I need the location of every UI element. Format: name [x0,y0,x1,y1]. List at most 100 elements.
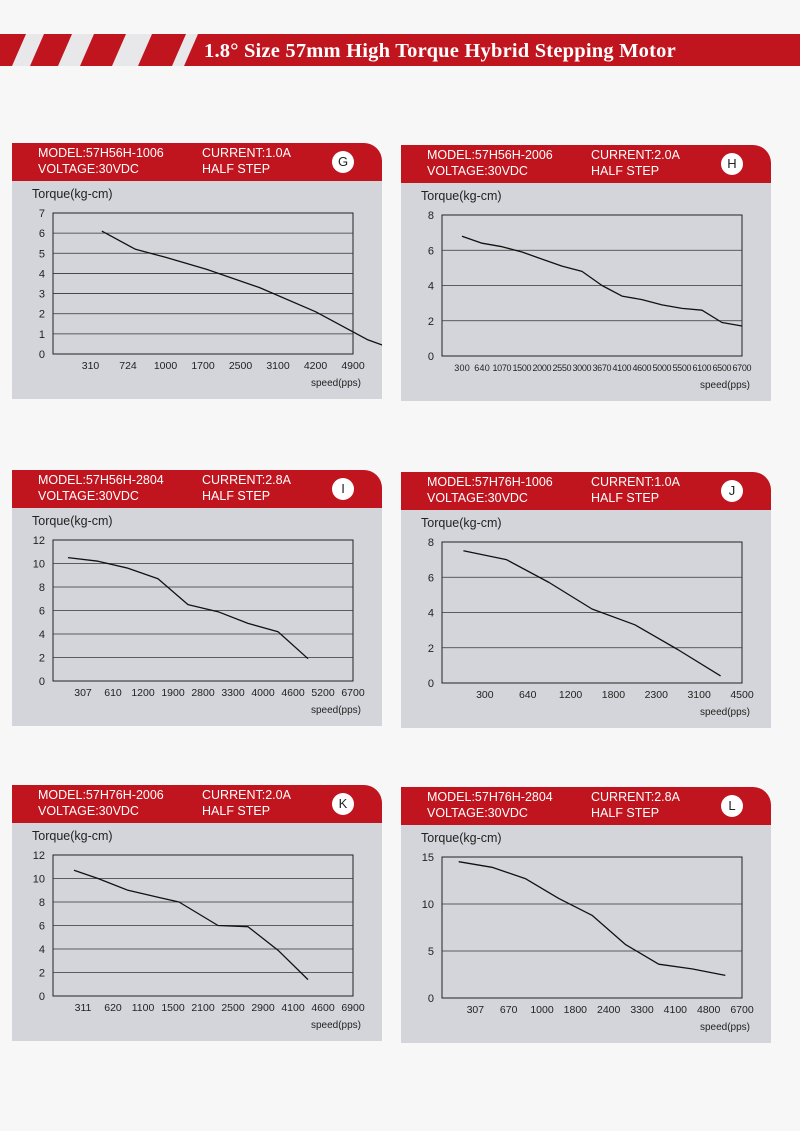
chart-header: MODEL:57H56H-2804 CURRENT:2.8A VOLTAGE:30V… [12,470,382,508]
torque-speed-chart: Torque(kg-cm) 0 2 4 6 8 10 12 307 610 1200 1900 2800… [32,514,365,716]
x-tick-label: 1000 [154,360,178,372]
y-tick-label: 10 [33,874,45,886]
y-tick-label: 0 [39,991,45,1003]
model-label: MODEL:57H56H-1006 [38,146,164,160]
x-tick-label: 1500 [513,363,532,373]
x-tick-label: 724 [119,360,137,372]
x-tick-label: 6700 [341,687,365,699]
x-axis-label: speed(pps) [311,378,361,389]
x-axis-label: speed(pps) [700,1022,750,1033]
x-tick-label: 4100 [664,1004,688,1016]
voltage-label: VOLTAGE:30VDC [427,491,528,505]
y-tick-label: 10 [33,559,45,571]
x-tick-label: 2100 [191,1002,215,1014]
plot-frame [52,212,354,355]
x-tick-label: 1000 [530,1004,554,1016]
x-tick-label: 4800 [697,1004,721,1016]
x-tick-label: 620 [104,1002,122,1014]
x-tick-label: 4600 [633,363,652,373]
torque-curve [461,235,743,327]
torque-curve [67,556,309,660]
chart-panel: MODEL:57H76H-2006 CURRENT:2.0A VOLTAGE:30V… [12,785,384,1041]
x-axis-label: speed(pps) [700,707,750,718]
x-tick-label: 1500 [161,1002,185,1014]
torque-curve [73,869,309,981]
model-label: MODEL:57H76H-1006 [427,475,553,489]
y-tick-label: 4 [39,629,45,641]
chart-panel: MODEL:57H76H-2804 CURRENT:2.8A VOLTAGE:30V… [401,787,773,1043]
x-tick-label: 3000 [573,363,592,373]
y-axis-label: Torque(kg-cm) [421,831,502,845]
y-tick-label: 6 [428,245,434,257]
torque-curve [458,861,726,977]
chart-panel: MODEL:57H56H-2804 CURRENT:2.8A VOLTAGE:30V… [12,470,384,726]
title-banner: 1.8° Size 57mm High Torque Hybrid Steppi… [0,34,800,66]
chart-header: MODEL:57H56H-2006 CURRENT:2.0A VOLTAGE:30V… [401,145,771,183]
x-axis-label: speed(pps) [311,705,361,716]
torque-speed-chart: Torque(kg-cm) 0 1 2 3 4 5 6 7 310 724 1000 1700 2500 3… [32,187,382,389]
chart-background [401,825,771,1043]
current-label: CURRENT:1.0A [591,475,680,489]
x-tick-label: 1100 [132,1002,155,1014]
y-axis-label: Torque(kg-cm) [32,514,113,528]
step-mode-label: HALF STEP [202,804,271,818]
model-label: MODEL:57H76H-2804 [427,790,553,804]
step-mode-label: HALF STEP [202,489,271,503]
chart-background [12,508,382,726]
x-tick-label: 640 [474,363,490,373]
x-tick-label: 2900 [251,1002,275,1014]
current-label: CURRENT:2.0A [591,148,680,162]
y-tick-label: 8 [39,582,45,594]
x-axis-label: speed(pps) [311,1020,361,1031]
torque-curve [101,230,382,346]
x-tick-label: 311 [75,1002,92,1014]
y-tick-label: 0 [39,349,45,361]
y-tick-label: 2 [428,643,434,655]
y-tick-label: 12 [33,535,45,547]
chart-header: MODEL:57H76H-2006 CURRENT:2.0A VOLTAGE:30V… [12,785,382,823]
y-tick-label: 5 [39,248,45,260]
y-tick-label: 6 [39,228,45,240]
x-tick-label: 4100 [613,363,632,373]
y-tick-label: 6 [39,921,45,933]
x-tick-label: 1070 [493,363,512,373]
chart-id-badge: G [332,151,354,173]
x-tick-label: 307 [467,1004,485,1016]
x-tick-label: 640 [519,689,537,701]
chart-panel: MODEL:57H76H-1006 CURRENT:1.0A VOLTAGE:30V… [401,472,773,728]
x-tick-label: 3670 [593,363,612,373]
torque-speed-chart: Torque(kg-cm) 0 5 10 15 307 670 1000 1800 2400 330… [421,831,754,1033]
x-tick-label: 1200 [131,687,155,699]
chart-background [401,183,771,401]
y-tick-label: 2 [39,309,45,321]
y-axis-label: Torque(kg-cm) [421,189,502,203]
chart-id-badge: J [721,480,743,502]
x-tick-label: 300 [476,689,494,701]
x-tick-label: 4000 [251,687,275,699]
x-tick-label: 5000 [653,363,672,373]
x-tick-label: 307 [74,687,92,699]
y-axis-label: Torque(kg-cm) [32,187,113,201]
y-tick-label: 4 [428,608,434,620]
voltage-label: VOLTAGE:30VDC [38,489,139,503]
chart-id-badge: L [721,795,743,817]
step-mode-label: HALF STEP [202,162,271,176]
y-tick-label: 2 [39,653,45,665]
x-tick-label: 4200 [304,360,328,372]
x-tick-label: 2550 [553,363,572,373]
y-tick-label: 1 [39,329,45,341]
x-axis-label: speed(pps) [700,380,750,391]
x-tick-label: 1200 [559,689,583,701]
y-tick-label: 5 [428,946,434,958]
y-tick-label: 6 [428,572,434,584]
chart-panel: MODEL:57H56H-1006 CURRENT:1.0A VOLTAGE:30V… [12,143,384,399]
current-label: CURRENT:2.8A [591,790,680,804]
page-title: 1.8° Size 57mm High Torque Hybrid Steppi… [204,40,676,62]
y-tick-label: 7 [39,208,45,220]
chart-header: MODEL:57H56H-1006 CURRENT:1.0A VOLTAGE:30V… [12,143,382,181]
y-tick-label: 4 [39,268,45,280]
x-tick-label: 2800 [191,687,215,699]
y-tick-label: 0 [428,351,434,363]
x-tick-label: 300 [454,363,470,373]
y-tick-label: 4 [428,281,434,293]
